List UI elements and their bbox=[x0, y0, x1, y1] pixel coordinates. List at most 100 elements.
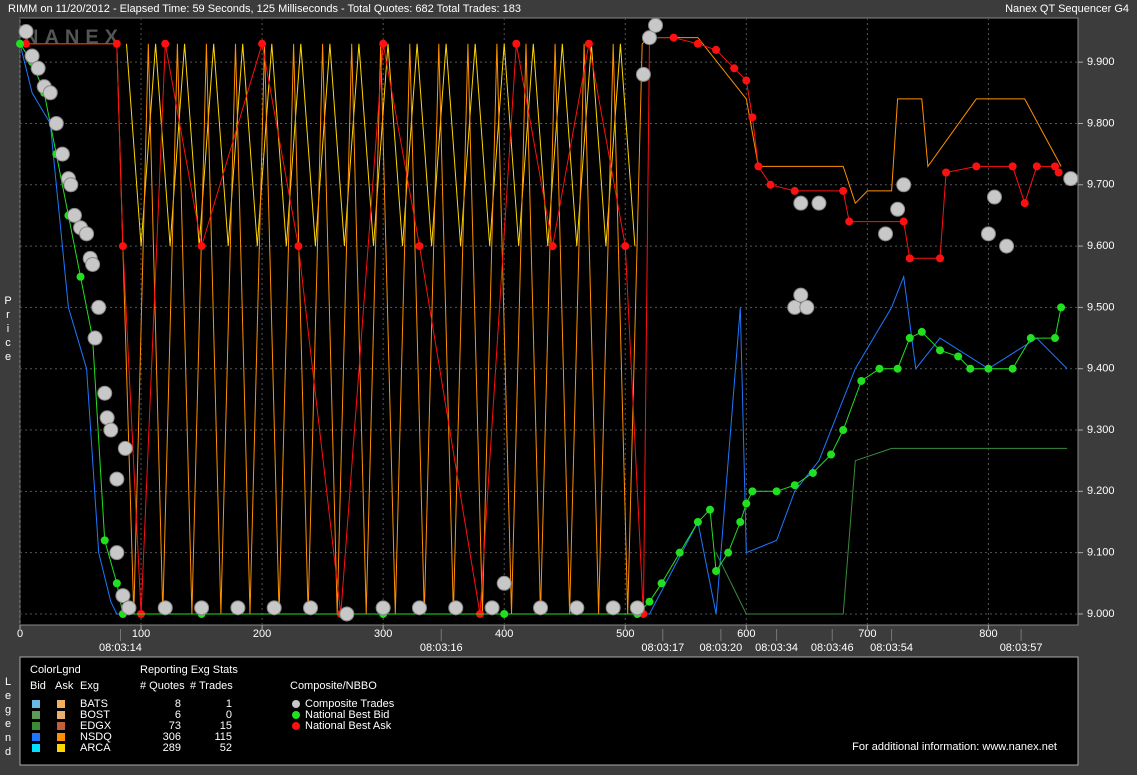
marker bbox=[878, 226, 894, 242]
marker bbox=[706, 505, 714, 514]
bid-swatch bbox=[32, 733, 40, 741]
legend-side-label: Legend bbox=[2, 676, 14, 760]
marker bbox=[415, 242, 424, 251]
marker bbox=[693, 517, 702, 526]
marker bbox=[448, 600, 464, 616]
time-tick-label: 08:03:16 bbox=[420, 642, 463, 654]
marker bbox=[584, 39, 593, 48]
legend-header: Exg bbox=[80, 680, 99, 692]
marker bbox=[112, 39, 121, 48]
exchange-name: NSDQ bbox=[80, 731, 112, 743]
exchange-name: EDGX bbox=[80, 720, 112, 732]
ask-swatch bbox=[57, 700, 65, 708]
marker bbox=[496, 575, 512, 591]
marker bbox=[115, 588, 131, 604]
marker bbox=[411, 600, 427, 616]
marker bbox=[799, 299, 815, 315]
y-tick-label: 9.500 bbox=[1087, 301, 1115, 313]
quote-count: 289 bbox=[163, 742, 181, 754]
marker bbox=[905, 334, 914, 343]
time-tick-label: 08:03:46 bbox=[811, 642, 854, 654]
trade-count: 0 bbox=[226, 709, 232, 721]
marker bbox=[85, 256, 101, 272]
marker bbox=[112, 579, 121, 588]
marker bbox=[97, 385, 113, 401]
marker bbox=[936, 346, 944, 355]
header-product: Nanex QT Sequencer G4 bbox=[1005, 3, 1129, 15]
series-line bbox=[715, 447, 1068, 615]
marker bbox=[42, 85, 58, 101]
exchange-name: ARCA bbox=[80, 742, 111, 754]
marker bbox=[16, 39, 24, 48]
marker bbox=[548, 242, 557, 251]
stats-header: # Quotes bbox=[140, 680, 185, 692]
marker bbox=[742, 76, 751, 85]
marker bbox=[197, 242, 206, 251]
marker bbox=[808, 468, 817, 477]
marker bbox=[1057, 303, 1066, 312]
marker bbox=[730, 64, 739, 73]
legend-box bbox=[19, 656, 1079, 766]
legend-header: Ask bbox=[55, 680, 74, 692]
marker bbox=[839, 426, 848, 435]
marker bbox=[230, 600, 246, 616]
bid-swatch bbox=[32, 700, 40, 708]
exchange-name: BATS bbox=[80, 698, 108, 710]
plot-area bbox=[19, 17, 1079, 626]
x-tick-label: 800 bbox=[979, 628, 997, 640]
marker bbox=[811, 195, 827, 211]
series-line bbox=[26, 37, 1062, 615]
marker bbox=[857, 376, 866, 385]
marker bbox=[890, 201, 906, 217]
marker bbox=[1026, 334, 1035, 343]
marker bbox=[712, 45, 721, 54]
legend-marker bbox=[292, 722, 300, 730]
y-axis-label: Price bbox=[2, 295, 14, 365]
y-tick-label: 9.600 bbox=[1087, 240, 1115, 252]
y-tick-label: 9.900 bbox=[1087, 56, 1115, 68]
series-line bbox=[126, 43, 636, 247]
marker bbox=[793, 195, 809, 211]
marker bbox=[1020, 199, 1029, 208]
marker bbox=[641, 30, 657, 46]
marker bbox=[48, 115, 64, 131]
marker bbox=[972, 162, 981, 171]
bid-swatch bbox=[32, 711, 40, 719]
marker bbox=[339, 606, 355, 622]
marker bbox=[258, 39, 267, 48]
ask-swatch bbox=[57, 722, 65, 730]
marker bbox=[896, 177, 912, 193]
marker bbox=[845, 217, 854, 226]
header-title: RIMM on 11/20/2012 - Elapsed Time: 59 Se… bbox=[8, 3, 521, 15]
marker bbox=[893, 364, 902, 373]
y-tick-label: 9.200 bbox=[1087, 485, 1115, 497]
legend-title: ColorLgnd bbox=[30, 664, 81, 676]
marker bbox=[1054, 168, 1063, 177]
marker bbox=[984, 364, 993, 373]
marker bbox=[63, 177, 79, 193]
marker bbox=[675, 548, 684, 557]
marker bbox=[621, 242, 630, 251]
marker bbox=[22, 39, 31, 48]
exchange-name: BOST bbox=[80, 709, 110, 721]
legend-label: Composite Trades bbox=[305, 698, 395, 710]
x-tick-label: 400 bbox=[495, 628, 513, 640]
marker bbox=[954, 352, 963, 361]
marker bbox=[648, 17, 664, 33]
marker bbox=[629, 600, 645, 616]
marker bbox=[533, 600, 549, 616]
marker bbox=[742, 499, 751, 508]
marker bbox=[827, 450, 836, 459]
time-tick-label: 08:03:57 bbox=[1000, 642, 1043, 654]
marker bbox=[100, 536, 109, 545]
x-tick-label: 600 bbox=[737, 628, 755, 640]
marker bbox=[303, 600, 319, 616]
marker bbox=[1008, 364, 1017, 373]
legend-marker bbox=[292, 711, 300, 719]
marker bbox=[1063, 171, 1079, 187]
trade-count: 1 bbox=[226, 698, 232, 710]
marker bbox=[1008, 162, 1017, 171]
marker bbox=[294, 242, 303, 251]
marker bbox=[1032, 162, 1041, 171]
y-tick-label: 9.700 bbox=[1087, 179, 1115, 191]
